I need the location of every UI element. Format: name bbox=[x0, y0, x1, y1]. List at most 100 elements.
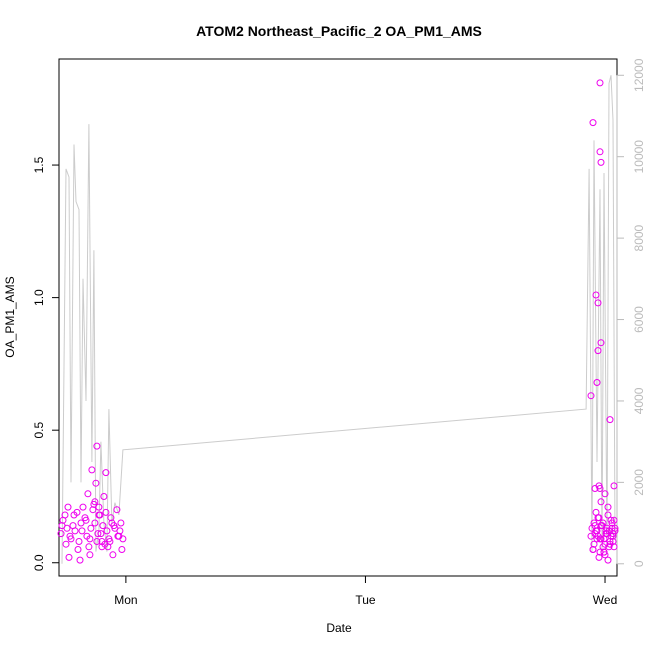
data-point bbox=[117, 519, 125, 527]
y-left-tick-label: 1.0 bbox=[32, 289, 46, 306]
data-point bbox=[95, 503, 103, 511]
data-point bbox=[604, 503, 612, 511]
data-point bbox=[82, 516, 90, 524]
x-tick-label: Tue bbox=[355, 593, 376, 607]
data-point bbox=[84, 490, 92, 498]
data-point bbox=[113, 506, 121, 514]
data-point bbox=[93, 538, 101, 545]
data-point bbox=[96, 511, 104, 519]
data-point bbox=[596, 148, 604, 156]
data-point bbox=[589, 546, 597, 553]
data-point bbox=[601, 490, 609, 498]
data-point bbox=[79, 503, 87, 511]
data-point bbox=[100, 493, 108, 500]
data-point bbox=[116, 527, 124, 535]
data-point bbox=[86, 551, 94, 559]
data-point bbox=[118, 546, 126, 553]
data-point bbox=[600, 548, 608, 556]
data-point bbox=[597, 522, 605, 530]
data-point bbox=[597, 158, 605, 166]
data-point bbox=[104, 543, 112, 551]
data-point bbox=[591, 485, 599, 492]
data-point bbox=[70, 511, 78, 519]
data-point bbox=[595, 514, 603, 522]
data-point bbox=[596, 548, 604, 556]
y-right-tick-label: 4000 bbox=[632, 387, 646, 414]
y-right-tick-label: 2000 bbox=[632, 469, 646, 496]
data-point bbox=[91, 498, 99, 506]
x-axis-label: Date bbox=[326, 621, 352, 635]
data-point bbox=[604, 511, 612, 519]
data-point bbox=[75, 538, 83, 545]
data-point bbox=[89, 506, 97, 514]
data-point bbox=[592, 291, 600, 299]
data-point bbox=[71, 527, 79, 535]
data-point bbox=[589, 119, 597, 127]
data-point bbox=[86, 535, 94, 543]
y-right-tick-label: 6000 bbox=[632, 306, 646, 333]
y-axis-right: 0 2000 4000 6000 8000 10000 12000 bbox=[616, 58, 646, 567]
data-point bbox=[103, 527, 111, 535]
data-point bbox=[62, 540, 70, 548]
y-right-tick-label: 0 bbox=[632, 560, 646, 567]
data-point bbox=[92, 479, 100, 487]
chart-title: ATOM2 Northeast_Pacific_2 OA_PM1_AMS bbox=[196, 23, 482, 39]
x-axis: Mon Tue Wed bbox=[114, 575, 617, 607]
data-point bbox=[597, 498, 605, 506]
data-point bbox=[98, 538, 106, 545]
y-left-tick-label: 0.5 bbox=[32, 422, 46, 439]
data-point bbox=[597, 339, 605, 347]
data-point bbox=[65, 553, 73, 561]
data-point bbox=[66, 532, 74, 540]
data-point bbox=[608, 519, 616, 527]
data-point bbox=[78, 527, 86, 535]
y-axis-label: OA_PM1_AMS bbox=[3, 276, 17, 357]
data-point bbox=[87, 524, 95, 532]
data-point bbox=[600, 535, 608, 543]
data-point bbox=[590, 540, 598, 548]
data-point bbox=[85, 543, 93, 551]
data-point bbox=[97, 530, 105, 538]
data-point bbox=[587, 392, 595, 400]
data-point bbox=[74, 546, 82, 553]
data-point bbox=[94, 530, 102, 538]
x-tick-label: Mon bbox=[114, 593, 137, 607]
data-point bbox=[91, 519, 99, 527]
data-point bbox=[64, 503, 72, 511]
data-point bbox=[595, 553, 603, 561]
line-series bbox=[61, 75, 616, 564]
data-point bbox=[108, 519, 116, 527]
y-right-tick-label: 8000 bbox=[632, 224, 646, 251]
data-point bbox=[594, 299, 602, 307]
data-point bbox=[593, 379, 601, 386]
data-point bbox=[594, 347, 602, 355]
x-tick-label: Wed bbox=[593, 593, 617, 607]
data-point bbox=[604, 556, 612, 564]
data-point bbox=[76, 556, 84, 564]
data-point bbox=[107, 514, 115, 522]
data-point bbox=[58, 522, 66, 530]
data-point bbox=[610, 543, 618, 551]
data-point bbox=[601, 540, 609, 548]
y-left-tick-label: 1.5 bbox=[32, 156, 46, 173]
data-point bbox=[57, 530, 65, 538]
data-point bbox=[606, 416, 614, 424]
y-right-tick-label: 10000 bbox=[632, 140, 646, 174]
y-left-tick-label: 0.0 bbox=[32, 554, 46, 571]
data-point bbox=[588, 524, 596, 532]
data-point bbox=[596, 485, 604, 492]
data-point bbox=[61, 511, 69, 519]
data-point bbox=[102, 469, 110, 477]
data-point bbox=[109, 551, 117, 559]
data-point bbox=[596, 79, 604, 87]
point-series bbox=[57, 79, 619, 564]
series-line bbox=[61, 75, 616, 564]
data-point bbox=[99, 522, 107, 530]
plot-frame bbox=[58, 58, 618, 577]
data-point bbox=[88, 466, 96, 474]
data-point bbox=[592, 508, 600, 516]
data-point bbox=[102, 508, 110, 516]
data-point bbox=[610, 482, 618, 490]
y-right-tick-label: 12000 bbox=[632, 58, 646, 92]
